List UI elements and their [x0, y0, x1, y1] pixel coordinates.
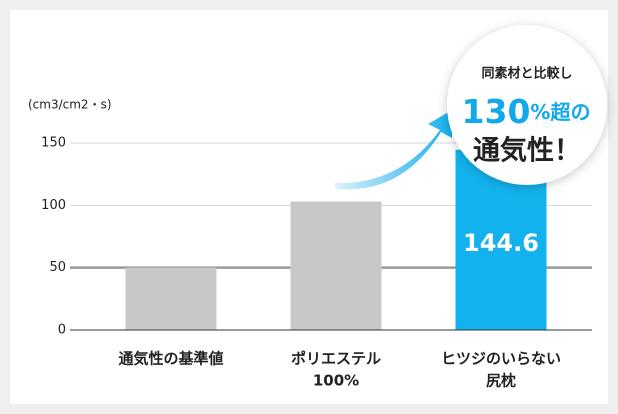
x-tick-label: 通気性の基準値	[118, 350, 223, 368]
y-tick-label: 150	[41, 136, 66, 151]
x-tick-label: 尻枕	[486, 372, 516, 390]
arrow	[335, 110, 452, 190]
x-tick-label: 100%	[313, 372, 359, 390]
y-tick-label: 100	[41, 198, 66, 213]
callout-text: %超の	[530, 100, 590, 124]
callout-line: 同素材と比較し	[481, 66, 572, 82]
callout-line: 通気性！	[473, 135, 581, 167]
callout-number: 130	[462, 92, 531, 131]
callout-bubble	[447, 25, 607, 185]
y-tick-label: 0	[58, 323, 66, 338]
y-tick-label: 50	[49, 260, 66, 275]
bar	[125, 267, 217, 330]
value-label: 144.6	[463, 229, 539, 257]
bar	[290, 201, 382, 330]
x-tick-label: ヒツジのいらない	[441, 350, 561, 368]
callout-line: 130%超の	[462, 92, 591, 131]
y-axis-label: (cm3/cm2・s)	[28, 98, 112, 112]
x-tick-label: ポリエステル	[291, 350, 381, 368]
